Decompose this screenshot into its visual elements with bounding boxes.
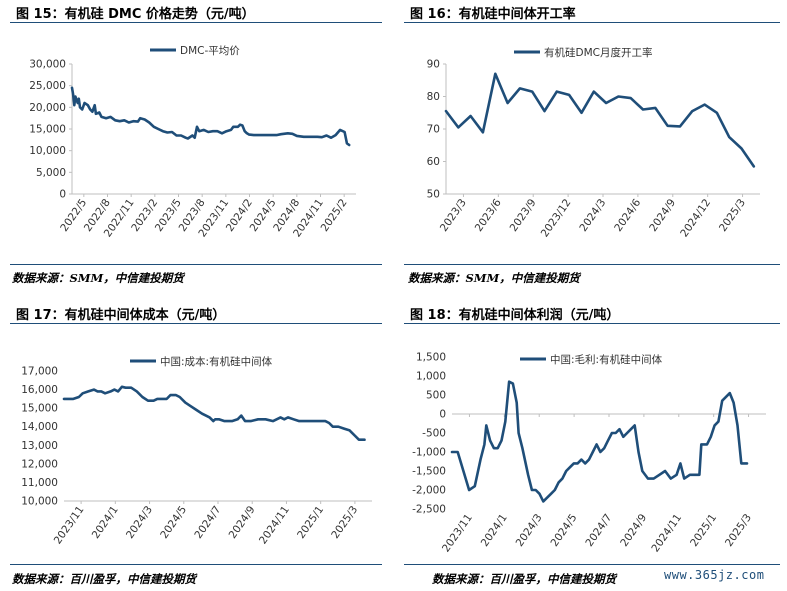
source-17: 数据来源：百川盈孚，中信建投期货	[12, 572, 196, 586]
x-tick-label: 2025/3	[723, 512, 754, 549]
y-tick-label: 1,000	[416, 371, 446, 383]
y-tick-label: 0	[439, 409, 446, 421]
y-tick-label: 16,000	[21, 384, 58, 396]
y-tick-label: 0	[59, 189, 66, 201]
x-tick-label: 2025/3	[717, 197, 748, 234]
y-tick-label: -1,000	[412, 447, 446, 459]
series-line	[70, 86, 351, 147]
x-tick-label: 2024/9	[227, 504, 258, 541]
legend-label: 有机硅DMC月度开工率	[544, 46, 652, 59]
x-tick-label: 2024/11	[257, 504, 292, 547]
title-rule-15	[10, 22, 382, 23]
source-15: 数据来源：SMM，中信建投期货	[12, 271, 184, 285]
x-tick-label: 2023/12	[539, 197, 574, 240]
y-tick-label: 14,000	[21, 421, 58, 433]
legend-label: 中国:毛利:有机硅中间体	[550, 353, 663, 366]
y-tick-label: 80	[427, 91, 440, 103]
y-tick-label: -1,500	[412, 466, 446, 478]
x-tick-label: 2024/7	[583, 512, 614, 549]
x-tick-label: 2024/11	[649, 512, 684, 555]
y-tick-label: 12,000	[21, 458, 58, 470]
x-tick-label: 2024/1	[90, 504, 121, 541]
x-tick-label: 2024/5	[549, 512, 580, 549]
y-tick-label: 10,000	[21, 496, 58, 508]
title-rule-17	[10, 323, 382, 324]
x-tick-label: 2023/11	[440, 512, 475, 555]
title-rule-18	[404, 323, 780, 324]
title-rule-16	[404, 22, 780, 23]
x-tick-label: 2024/9	[647, 197, 678, 234]
source-rule-16	[404, 264, 780, 265]
x-tick-label: 2024/7	[192, 504, 223, 541]
source-16: 数据来源：SMM，中信建投期货	[408, 271, 580, 285]
source-rule-15	[10, 264, 382, 265]
chart-title-16: 图 16：有机硅中间体开工率	[410, 7, 576, 22]
x-tick-label: 2024/12	[678, 197, 713, 240]
chart-title-15: 图 15：有机硅 DMC 价格走势（元/吨）	[16, 7, 255, 22]
chart-dmc-price: 05,00010,00015,00020,00025,00030,0002022…	[29, 45, 356, 239]
y-tick-label: -2,500	[412, 504, 446, 516]
y-tick-label: 15,000	[29, 124, 66, 136]
x-tick-label: 2023/9	[508, 197, 539, 234]
y-tick-label: 90	[427, 59, 440, 71]
y-tick-label: 17,000	[21, 366, 58, 378]
x-tick-label: 2025/3	[329, 504, 360, 541]
y-tick-label: 5,000	[36, 167, 66, 179]
source-rule-18	[404, 564, 780, 565]
y-tick-label: 30,000	[29, 59, 66, 71]
x-tick-label: 2024/5	[158, 504, 189, 541]
chart-intermediate-cost: 10,000 11,000 12,000 13,000 14,000 15,000 16,0…	[21, 355, 372, 547]
y-tick-label: 500	[426, 390, 446, 402]
source-rule-17	[10, 564, 382, 565]
y-tick-label: 15,000	[21, 403, 58, 415]
y-tick-label: 20,000	[29, 102, 66, 114]
y-tick-label: 60	[427, 156, 440, 168]
x-tick-label: 2023/11	[52, 504, 87, 547]
x-tick-label: 2023/6	[473, 197, 504, 234]
x-tick-label: 2024/6	[612, 197, 643, 234]
legend-label: 中国:成本:有机硅中间体	[160, 355, 273, 368]
series-line	[450, 380, 749, 503]
y-tick-label: -2,000	[412, 485, 446, 497]
y-tick-label: 13,000	[21, 440, 58, 452]
y-tick-label: 70	[427, 124, 440, 136]
series-line	[444, 72, 756, 168]
y-tick-label: 1,500	[416, 352, 446, 364]
x-tick-label: 2024/3	[124, 504, 155, 541]
y-tick-label: 25,000	[29, 80, 66, 92]
watermark-text: www.365jz.com	[664, 568, 765, 582]
legend-label: DMC-平均价	[180, 45, 240, 57]
y-tick-label: 10,000	[29, 145, 66, 157]
chart-title-17: 图 17：有机硅中间体成本（元/吨）	[16, 308, 226, 323]
x-tick-label: 2025/1	[295, 504, 326, 541]
y-tick-label: 50	[427, 189, 440, 201]
x-tick-label: 2023/3	[438, 197, 469, 234]
x-tick-label: 2025/1	[688, 512, 719, 549]
x-tick-label: 2024/3	[577, 197, 608, 234]
chart-title-18: 图 18：有机硅中间体利润（元/吨）	[410, 308, 620, 323]
source-18: 数据来源：百川盈孚，中信建投期货	[432, 572, 616, 586]
x-tick-label: 2024/1	[479, 512, 510, 549]
y-tick-label: 11,000	[21, 477, 58, 489]
y-tick-label: -500	[422, 428, 446, 440]
series-line	[62, 385, 366, 441]
x-tick-label: 2024/3	[514, 512, 545, 549]
x-tick-label: 2024/9	[618, 512, 649, 549]
chart-intermediate-profit: -2,500 -2,000 -1,500 -1,000 -500 0 500 1,000 1,5…	[412, 352, 766, 555]
